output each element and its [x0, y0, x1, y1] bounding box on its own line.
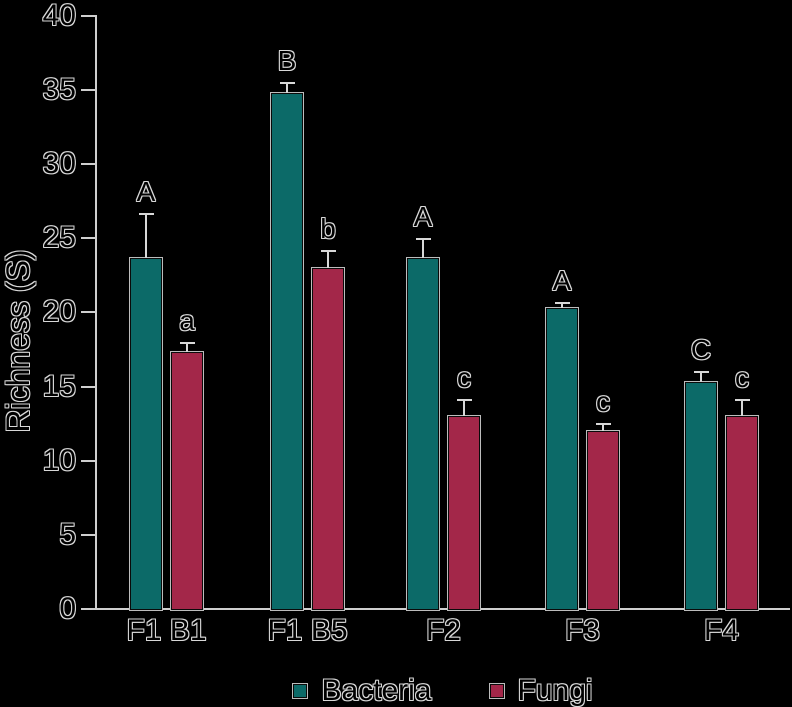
error-bar-cap — [693, 371, 709, 374]
error-bar-line — [286, 84, 288, 93]
significance-letter: c — [735, 362, 749, 394]
bar-fungi-2 — [448, 416, 480, 610]
y-tick-label: 15 — [42, 369, 76, 403]
legend-label: Fungi — [517, 674, 593, 707]
error-bar-line — [463, 401, 465, 417]
legend-swatch-icon — [489, 684, 504, 698]
x-category-label: F1 B5 — [267, 614, 348, 647]
bar-fungi-0 — [171, 352, 203, 610]
error-bar-line — [145, 214, 147, 258]
significance-letter: C — [690, 334, 712, 366]
y-tick-label: 10 — [42, 443, 76, 477]
legend-item-bacteria: Bacteria — [293, 674, 432, 707]
error-bar-line — [327, 251, 329, 268]
legend-label: Bacteria — [321, 674, 432, 707]
significance-letter: c — [457, 362, 471, 394]
y-tick-label: 30 — [42, 147, 76, 181]
y-tick-label: 25 — [42, 221, 76, 255]
bar-fungi-4 — [726, 416, 758, 610]
y-tick — [81, 533, 95, 536]
y-tick-label: 20 — [42, 295, 76, 329]
significance-letter: b — [320, 212, 336, 244]
error-bar-cap — [554, 301, 570, 304]
bar-bacteria-2 — [407, 257, 439, 610]
error-bar-cap — [415, 237, 431, 240]
error-bar-cap — [138, 212, 154, 215]
bar-fungi-3 — [587, 431, 619, 610]
significance-letter: c — [596, 386, 610, 418]
significance-letter: A — [136, 175, 156, 207]
y-tick — [81, 608, 95, 610]
legend: Bacteria Fungi — [95, 676, 791, 706]
y-tick-label: 0 — [59, 592, 76, 625]
y-axis-line — [95, 15, 97, 610]
error-bar-line — [700, 373, 702, 383]
significance-letter: a — [179, 304, 195, 336]
legend-item-fungi: Fungi — [489, 674, 593, 707]
significance-letter: A — [552, 264, 572, 296]
y-tick — [81, 459, 95, 462]
y-tick — [81, 88, 95, 91]
y-tick — [81, 237, 95, 240]
x-axis-line — [95, 608, 790, 610]
legend-swatch-icon — [293, 684, 308, 698]
error-bar-cap — [279, 82, 295, 85]
error-bar-cap — [456, 399, 472, 402]
error-bar-line — [602, 425, 604, 432]
significance-letter: B — [277, 45, 297, 77]
error-bar-cap — [179, 341, 195, 344]
bar-bacteria-4 — [685, 382, 717, 610]
y-tick-label: 35 — [42, 72, 76, 106]
y-tick — [81, 311, 95, 314]
bar-bacteria-3 — [546, 307, 578, 610]
error-bar-line — [186, 343, 188, 353]
x-category-label: F2 — [425, 614, 461, 647]
error-bar-cap — [734, 399, 750, 402]
bar-fungi-1 — [312, 267, 344, 610]
y-tick — [81, 385, 95, 388]
error-bar-line — [741, 401, 743, 417]
y-tick-label: 40 — [42, 0, 76, 32]
x-category-label: F3 — [564, 614, 600, 647]
error-bar-cap — [595, 423, 611, 426]
y-tick — [81, 163, 95, 166]
x-category-label: F4 — [703, 614, 739, 647]
bar-bacteria-0 — [130, 257, 162, 610]
error-bar-line — [561, 303, 563, 308]
bar-bacteria-1 — [271, 92, 303, 610]
significance-letter: A — [413, 200, 433, 232]
y-tick-label: 5 — [59, 517, 76, 551]
y-axis-title: Richness (S) — [0, 249, 36, 433]
x-category-label: F1 B1 — [126, 614, 207, 647]
error-bar-line — [422, 239, 424, 258]
error-bar-cap — [320, 249, 336, 252]
y-tick — [81, 14, 95, 17]
